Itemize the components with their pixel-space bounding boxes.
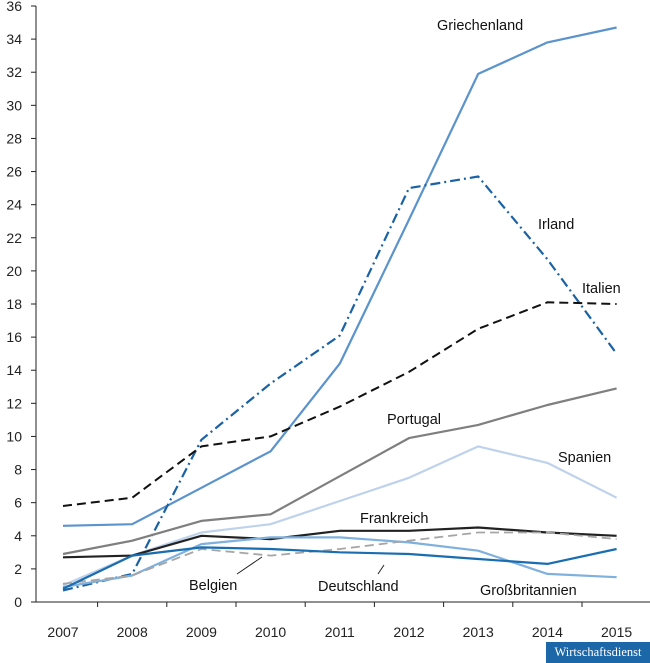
y-tick-label: 0 — [14, 594, 22, 610]
series-line-griechenland — [62, 26, 617, 527]
y-tick-label: 4 — [14, 528, 22, 544]
leader-line-belgien — [236, 556, 263, 575]
y-tick-label: 24 — [6, 197, 22, 213]
x-tick-label: 2009 — [186, 624, 217, 640]
y-tick-label: 2 — [14, 561, 22, 577]
x-tick-label: 2012 — [393, 624, 424, 640]
x-tick-label: 2015 — [601, 624, 632, 640]
x-tick-label: 2007 — [47, 624, 78, 640]
series-line-grossbritannien — [62, 536, 617, 589]
series-line-portugal — [62, 387, 617, 556]
series-label-italien: Italien — [582, 281, 621, 297]
series-label-deutschland: Deutschland — [318, 579, 399, 595]
series-label-belgien: Belgien — [189, 578, 237, 594]
series-line-frankreich — [62, 526, 617, 559]
y-tick-label: 36 — [6, 0, 22, 14]
y-tick-label: 30 — [6, 97, 22, 113]
y-tick-label: 10 — [6, 428, 22, 444]
series-line-deutschland — [62, 531, 617, 585]
x-tick-label: 2013 — [463, 624, 494, 640]
y-tick-label: 16 — [6, 329, 22, 345]
series-label-griechenland: Griechenland — [437, 18, 523, 34]
y-tick-label: 18 — [6, 296, 22, 312]
x-tick-label: 2010 — [255, 624, 286, 640]
y-tick-label: 6 — [14, 495, 22, 511]
source-badge: Wirtschaftsdienst — [546, 642, 650, 663]
x-tick-label: 2011 — [325, 624, 355, 640]
series-line-italien — [62, 301, 617, 507]
series-label-portugal: Portugal — [387, 412, 441, 428]
series-label-spanien: Spanien — [558, 450, 611, 466]
y-tick-label: 26 — [6, 164, 22, 180]
y-tick-label: 22 — [6, 230, 22, 246]
y-tick-label: 34 — [6, 31, 22, 47]
x-tick-label: 2008 — [117, 624, 148, 640]
y-tick-label: 14 — [6, 362, 22, 378]
y-tick-label: 8 — [14, 462, 22, 478]
y-tick-label: 28 — [6, 130, 22, 146]
x-tick-label: 2014 — [532, 624, 563, 640]
y-tick-label: 32 — [6, 64, 22, 80]
leader-line-deutschland — [377, 564, 385, 575]
series-line-irland — [62, 175, 618, 592]
series-label-frankreich: Frankreich — [360, 511, 429, 527]
y-tick-label: 20 — [6, 263, 22, 279]
series-line-belgien — [62, 546, 617, 590]
series-label-irland: Irland — [538, 217, 574, 233]
series-label-grossbritannien: Großbritannien — [480, 583, 577, 599]
y-tick-label: 12 — [6, 395, 22, 411]
